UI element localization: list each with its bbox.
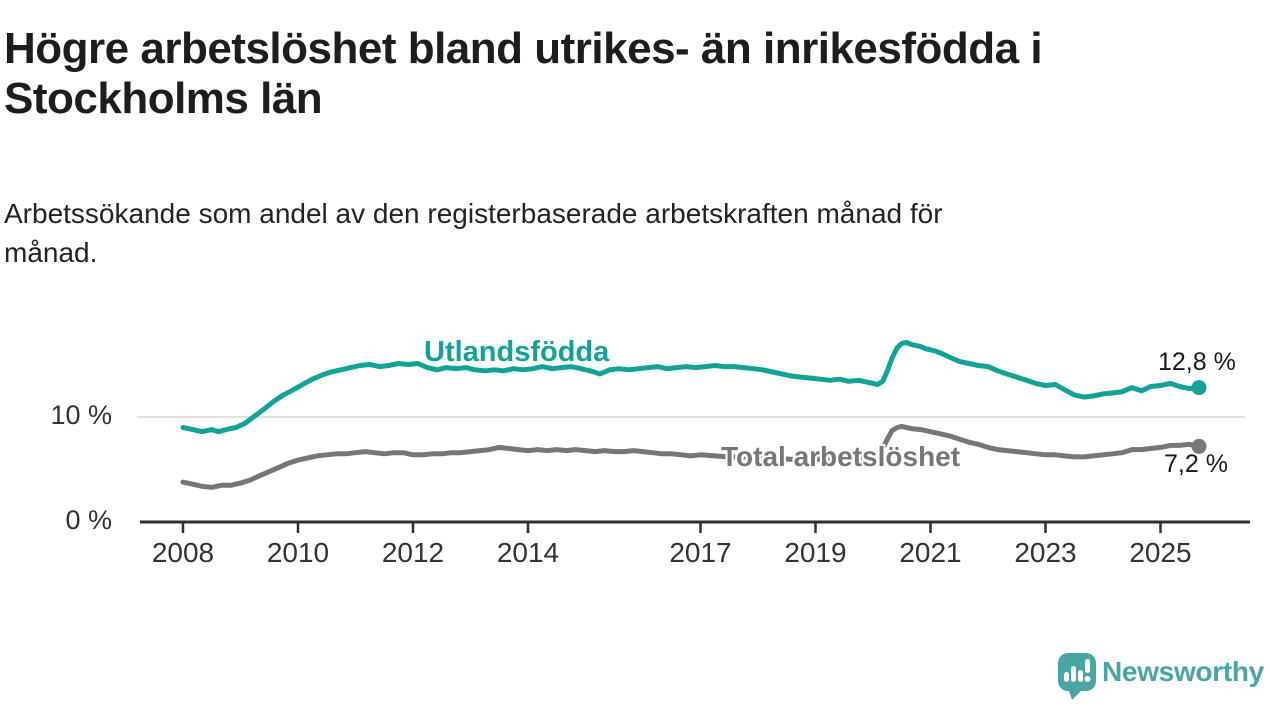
- page-title-line-1: Högre arbetslöshet bland utrikes- än inr…: [4, 24, 1043, 73]
- series-line-utlandsfodda: [180, 339, 1202, 435]
- series-end-dot-total: [1191, 438, 1207, 454]
- end-value-label-utlandsfodda: 12,8 %: [1158, 348, 1236, 376]
- y-tick-label-10: 10 %: [50, 400, 112, 430]
- logo-exclamation-stem: [1085, 659, 1090, 673]
- x-tick-label-2014: 2014: [496, 537, 560, 568]
- x-tick-label-2023: 2023: [1014, 537, 1077, 568]
- newsworthy-logo-icon: [1058, 653, 1096, 700]
- chart-subtitle-line-2: månad.: [4, 237, 98, 268]
- logo-bar-1: [1064, 672, 1069, 682]
- x-tick-label-2012: 2012: [381, 537, 445, 568]
- x-tick-label-2010: 2010: [266, 537, 330, 568]
- series-line-total: [180, 423, 1202, 490]
- newsworthy-logo[interactable]: Newsworthy: [1056, 650, 1276, 702]
- x-tick-label-2025: 2025: [1129, 537, 1192, 568]
- logo-bar-2: [1071, 666, 1076, 682]
- chart-subtitle: Arbetssökande som andel av den registerb…: [4, 194, 1204, 272]
- x-tick-label-2017: 2017: [669, 537, 732, 568]
- newsworthy-wordmark: Newsworthy: [1102, 656, 1264, 687]
- series-end-dot-utlandsfodda: [1191, 380, 1207, 396]
- logo-exclamation-dot: [1084, 676, 1091, 682]
- page-title-line-2: Stockholms län: [4, 74, 323, 123]
- end-value-label-total: 7,2 %: [1164, 450, 1228, 478]
- y-tick-label-0: 0 %: [65, 505, 112, 535]
- chart-subtitle-line-1: Arbetssökande som andel av den registerb…: [4, 198, 943, 229]
- logo-bubble-tail: [1068, 688, 1084, 700]
- x-tick-label-2019: 2019: [784, 537, 847, 568]
- logo-bubble: [1058, 653, 1096, 691]
- x-tick-label-2008: 2008: [151, 537, 215, 568]
- logo-bar-3: [1078, 670, 1083, 682]
- series-label-utlandsfodda: Utlandsfödda: [424, 336, 610, 368]
- page-title: Högre arbetslöshet bland utrikes- än inr…: [4, 24, 1214, 124]
- x-tick-label-2021: 2021: [899, 537, 962, 568]
- series-label-total-arbetsloshet: Total arbetslöshet: [721, 441, 961, 472]
